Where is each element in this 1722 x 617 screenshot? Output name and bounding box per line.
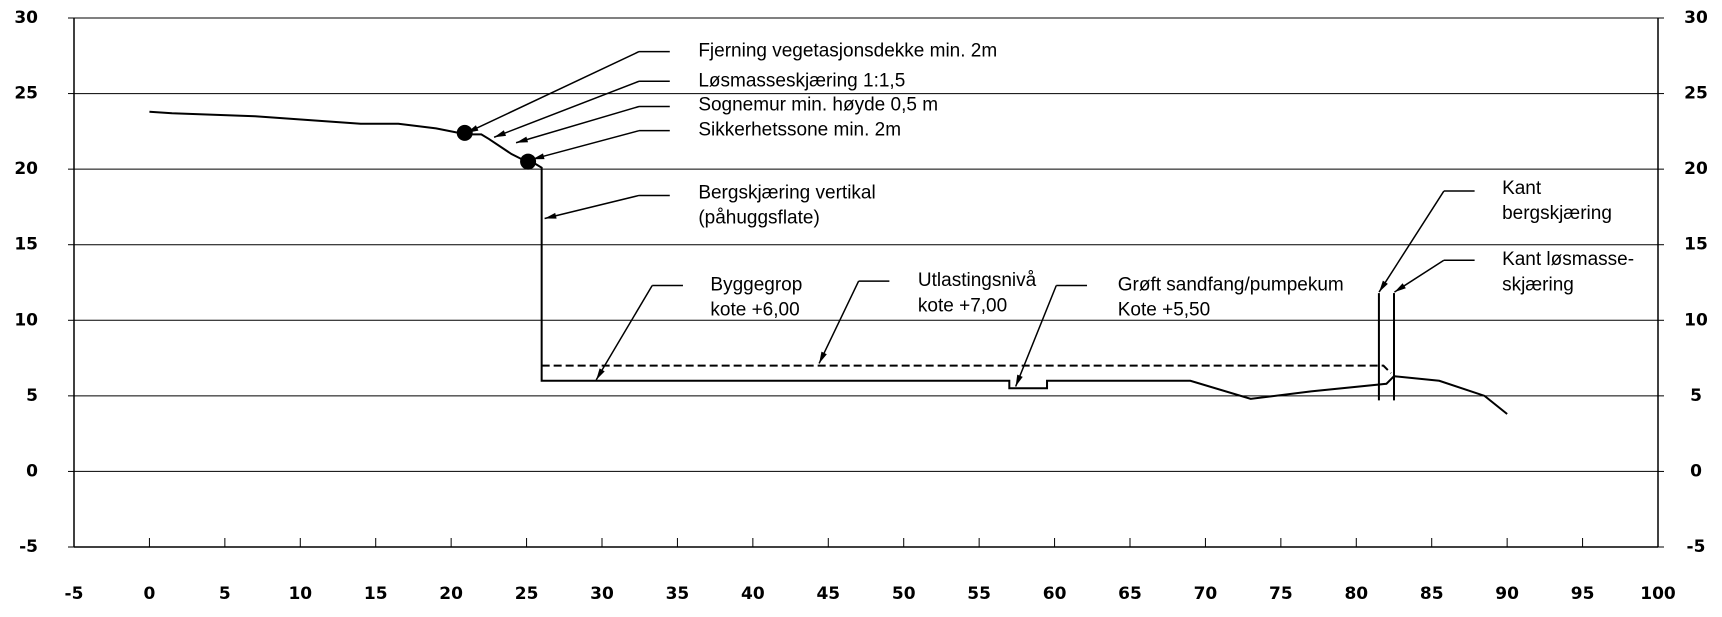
leader-arrow (516, 136, 529, 143)
leader-arrow (596, 368, 605, 380)
leader-line (544, 194, 640, 220)
point-marker (456, 124, 473, 141)
y2-tick-label: 5 (1690, 386, 1702, 406)
y-tick-label: 25 (14, 84, 38, 104)
x-tick-label: 70 (1194, 584, 1218, 604)
leader-arrow (819, 351, 827, 364)
x-tick-label: 80 (1344, 584, 1368, 604)
y2-tick-label: -5 (1687, 537, 1706, 557)
x-tick-label: 0 (144, 584, 156, 604)
x-tick-label: 90 (1495, 584, 1519, 604)
x-tick-label: 40 (741, 584, 765, 604)
x-tick-label: 45 (816, 584, 840, 604)
leader-arrow (494, 130, 507, 138)
x-tick-label: 30 (590, 584, 614, 604)
x-tick-label: 5 (219, 584, 231, 604)
y-tick-label: 0 (26, 461, 38, 481)
annotation: Bergskjæring vertikal (698, 182, 875, 203)
leader-arrow (1394, 283, 1406, 293)
leader-line (466, 50, 640, 134)
y2-tick-label: 0 (1690, 461, 1702, 481)
x-tick-label: 85 (1420, 584, 1444, 604)
y2-tick-label: 30 (1684, 8, 1708, 28)
annotation: (påhuggsflate) (698, 208, 819, 229)
x-tick-label: 55 (967, 584, 991, 604)
leader-line (515, 105, 640, 144)
annotation: kote +6,00 (710, 300, 799, 321)
leader-arrow (532, 153, 545, 160)
leader-line (595, 285, 653, 381)
annotation: Kant løsmasse- (1502, 249, 1634, 270)
x-tick-label: 20 (439, 584, 463, 604)
y-tick-label: 15 (14, 235, 38, 255)
x-tick-label: 10 (288, 584, 312, 604)
leader-line (1378, 190, 1445, 293)
x-tick-label: 15 (364, 584, 388, 604)
leader-line (818, 280, 860, 364)
leader-arrow (1379, 280, 1388, 293)
y2-tick-label: 25 (1684, 84, 1708, 104)
leader-arrow (466, 125, 479, 133)
annotation: skjæring (1502, 274, 1574, 295)
leader-arrow (1015, 374, 1023, 387)
y2-tick-label: 20 (1684, 159, 1708, 179)
profile-line (541, 364, 1392, 374)
y-tick-label: 10 (14, 310, 38, 330)
annotation: Sikkerhetssone min. 2m (698, 120, 901, 141)
y-tick-label: -5 (19, 537, 38, 557)
point-marker (520, 153, 537, 170)
annotation: Sognemur min. høyde 0,5 m (698, 94, 938, 115)
leader-line (1014, 285, 1057, 387)
x-tick-label: 95 (1571, 584, 1595, 604)
annotation: Utlastingsnivå (918, 270, 1037, 291)
leader-line (493, 80, 640, 138)
y2-tick-label: 10 (1684, 310, 1708, 330)
x-tick-label: 65 (1118, 584, 1142, 604)
annotation: Løsmasseskjæring 1:1,5 (698, 70, 905, 91)
annotation: kote +7,00 (918, 295, 1007, 316)
annotation: Grøft sandfang/pumpekum (1118, 274, 1344, 295)
x-tick-label: -5 (65, 584, 84, 604)
annotation: Kote +5,50 (1118, 300, 1210, 321)
y-tick-label: 20 (14, 159, 38, 179)
x-tick-label: 75 (1269, 584, 1293, 604)
leader-line (532, 129, 640, 160)
annotation: Kant (1502, 178, 1542, 199)
profile-line (149, 110, 1508, 415)
x-tick-label: 50 (892, 584, 916, 604)
x-tick-label: 100 (1640, 584, 1676, 604)
leader-arrow (544, 212, 557, 219)
y2-tick-label: 15 (1684, 235, 1708, 255)
y-tick-label: 5 (26, 386, 38, 406)
x-tick-label: 25 (515, 584, 539, 604)
x-tick-label: 35 (666, 584, 690, 604)
annotation: bergskjæring (1502, 203, 1612, 224)
annotation: Byggegrop (710, 274, 802, 295)
y-tick-label: 30 (14, 8, 38, 28)
annotation: Fjerning vegetasjonsdekke min. 2m (698, 41, 997, 62)
x-tick-label: 60 (1043, 584, 1067, 604)
